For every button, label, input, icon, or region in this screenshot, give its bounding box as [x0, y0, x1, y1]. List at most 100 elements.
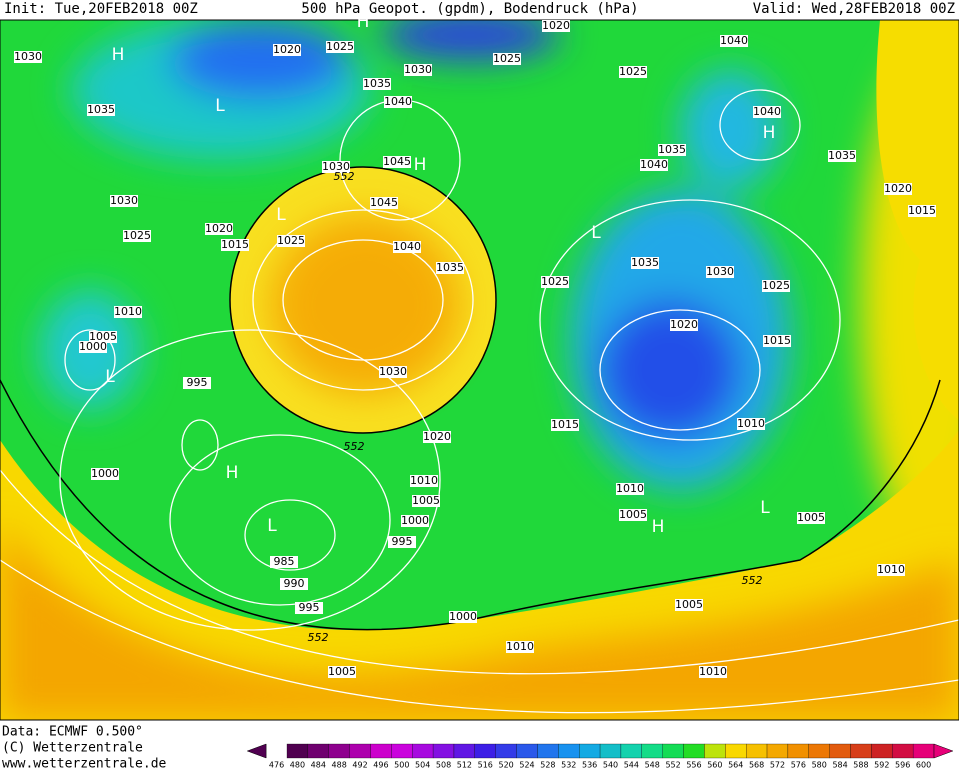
isobar-label: 995 [299, 601, 320, 614]
isobar-label: 1015 [908, 204, 936, 217]
isobar-label-bg [493, 53, 521, 65]
colorbar-label: 492 [352, 761, 367, 770]
isobar-label-bg [720, 35, 748, 47]
pressure-center: H [112, 45, 125, 65]
isobar-label: 1030 [404, 63, 432, 76]
isobar-label: 1045 [370, 196, 398, 209]
colorbar-cell [871, 743, 893, 759]
pressure-center: L [276, 205, 286, 225]
pressure-center: H [414, 155, 427, 175]
isobar-label: 1025 [326, 40, 354, 53]
colorbar-label: 496 [373, 761, 388, 770]
colorbar-label: 476 [269, 761, 284, 770]
website: www.wetterzentrale.de [2, 757, 167, 770]
pressure-center: H [226, 463, 239, 483]
colorbar-cell [829, 743, 851, 759]
isobar-label: 1040 [753, 105, 781, 118]
isobar-label-bg [326, 41, 354, 53]
isobar-label-bg [797, 512, 825, 524]
colorbar-cell [328, 743, 350, 759]
pressure-center: L [215, 96, 225, 116]
colorbar-arrow-left [246, 743, 267, 759]
isobar-label: 1010 [699, 665, 727, 678]
colorbar-label: 536 [582, 761, 597, 770]
isobar-label: 1040 [640, 158, 668, 171]
colorbar-cell [808, 743, 830, 759]
isobar-label-bg [542, 20, 570, 32]
isobar-label-bg [616, 483, 644, 495]
isobar-label-bg [884, 183, 912, 195]
colorbar-label: 596 [895, 761, 910, 770]
pressure-center: L [760, 498, 770, 518]
colorbar-cell [370, 743, 392, 759]
isobar-label-bg [384, 96, 412, 108]
isobar-label-bg [91, 468, 119, 480]
isobar-label: 1035 [436, 261, 464, 274]
isobar-label: 1020 [670, 318, 698, 331]
colorbar-label: 480 [290, 761, 305, 770]
pressure-center: H [763, 123, 776, 143]
isobar-label: 1010 [616, 482, 644, 495]
colorbar-label: 580 [812, 761, 827, 770]
isobar-label-bg [449, 611, 477, 623]
colorbar-label: 588 [853, 761, 868, 770]
isobar-label-bg [675, 599, 703, 611]
colorbar-label: 548 [645, 761, 660, 770]
colorbar-cell [662, 743, 684, 759]
colorbar-cell [391, 743, 413, 759]
colorbar-arrow-right [933, 743, 954, 759]
data-source: Data: ECMWF 0.500° [2, 725, 143, 740]
isobar-label: 1005 [89, 330, 117, 343]
isobar-label-bg [393, 241, 421, 253]
isobar-label: 1030 [110, 194, 138, 207]
colorbar-label: 484 [311, 761, 326, 770]
colorbar-label: 552 [665, 761, 680, 770]
colorbar-label: 540 [603, 761, 618, 770]
isobar-label-bg [640, 159, 668, 171]
isobar-label-bg [908, 205, 936, 217]
colorbar-cell [766, 743, 789, 759]
isobar-label: 1045 [383, 155, 411, 168]
isobar-label: 1010 [877, 563, 905, 576]
isobar-label-bg [541, 276, 569, 288]
colorbar-cell [307, 743, 329, 759]
isobar-label-bg [273, 44, 301, 56]
colorbar-cell [516, 743, 538, 759]
isobar-label: 1005 [797, 511, 825, 524]
colorbar-cell [537, 743, 559, 759]
colorbar-cell [579, 743, 601, 759]
colorbar-cell [558, 743, 580, 759]
isobar-label-bg [706, 266, 734, 278]
isobar-label-bg [388, 536, 416, 548]
copyright: (C) Wetterzentrale [2, 741, 143, 756]
isobar-label-bg [89, 331, 117, 343]
colorbar-cell [412, 743, 434, 759]
isobar-label: 1020 [273, 43, 301, 56]
isobar-label-bg [14, 51, 42, 63]
isobar-label-bg [670, 319, 698, 331]
isobar-label-bg [762, 280, 790, 292]
isobar-label-bg [123, 230, 151, 242]
isobar-label: 1030 [379, 365, 407, 378]
colorbar-label: 524 [519, 761, 534, 770]
isobar-label-bg [221, 239, 249, 251]
isobar-label-bg [114, 306, 142, 318]
colorbar-label: 516 [478, 761, 493, 770]
colorbar-label: 564 [728, 761, 743, 770]
colorbar-cell [349, 743, 371, 759]
isobar-label: 1015 [221, 238, 249, 251]
isobar-label: 1020 [205, 222, 233, 235]
isobar-label: 1035 [363, 77, 391, 90]
isobar-label: 985 [274, 555, 295, 568]
colorbar-cell [432, 743, 455, 759]
isobar-label: 1005 [675, 598, 703, 611]
isobar-label-bg [270, 556, 298, 568]
isobar-label: 1025 [123, 229, 151, 242]
colorbar-cell [474, 743, 496, 759]
colorbar-cell [704, 743, 726, 759]
pressure-center: H [357, 12, 370, 32]
isobar-label: 1000 [91, 467, 119, 480]
isobar-label: 1030 [14, 50, 42, 63]
isobar-label-bg [658, 144, 686, 156]
isobar-label: 1020 [542, 19, 570, 32]
